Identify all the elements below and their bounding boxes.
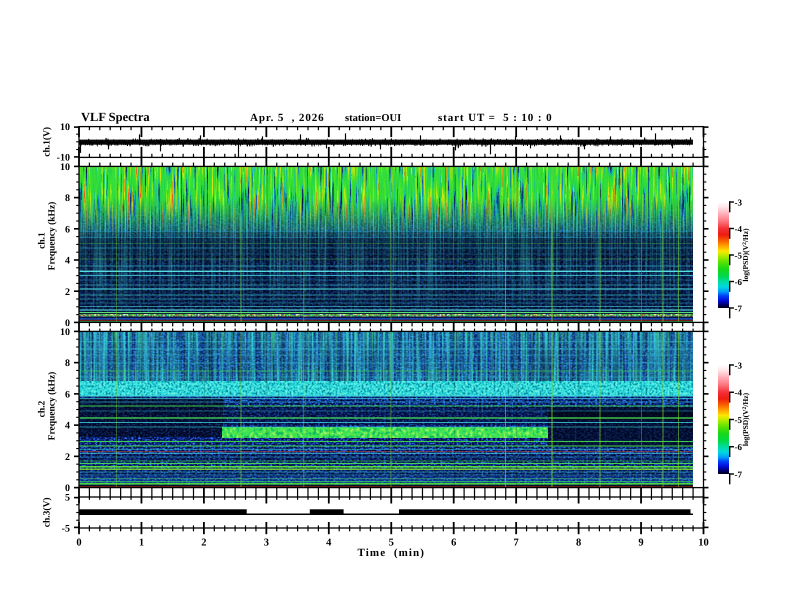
svg-text:-5: -5	[735, 250, 743, 260]
svg-text:log(PSD)(V2/Hz): log(PSD)(V2/Hz)	[741, 228, 750, 282]
svg-text:2: 2	[201, 538, 206, 549]
svg-text:Frequency (kHz): Frequency (kHz)	[48, 372, 58, 441]
svg-text:ch.3(V): ch.3(V)	[43, 497, 53, 527]
svg-text:-3: -3	[735, 360, 743, 370]
svg-text:5: 5	[65, 493, 70, 504]
svg-text:6: 6	[65, 389, 70, 400]
svg-text:8: 8	[576, 538, 581, 549]
svg-text:6: 6	[451, 538, 456, 549]
svg-text:4: 4	[65, 421, 70, 432]
svg-text:-5: -5	[62, 523, 70, 534]
svg-text:log(PSD)(V2/Hz): log(PSD)(V2/Hz)	[741, 392, 750, 446]
svg-text:station=OUI: station=OUI	[345, 113, 401, 124]
svg-text:-4: -4	[735, 388, 743, 398]
svg-text:-7: -7	[735, 469, 743, 479]
svg-text:0: 0	[65, 483, 70, 494]
svg-text:6: 6	[65, 224, 70, 235]
svg-text:5: 5	[389, 538, 394, 549]
svg-text:-5: -5	[735, 415, 743, 425]
svg-text:4: 4	[65, 256, 70, 267]
svg-text:-4: -4	[735, 224, 743, 234]
svg-text:-3: -3	[735, 197, 743, 207]
svg-text:Frequency (kHz): Frequency (kHz)	[48, 202, 58, 271]
svg-text:-6: -6	[735, 277, 743, 287]
svg-text:ch.2: ch.2	[38, 400, 48, 417]
svg-text:VLF Spectra: VLF Spectra	[81, 110, 150, 124]
svg-text:0: 0	[76, 538, 81, 549]
svg-text:ch.1: ch.1	[38, 232, 48, 249]
svg-text:-6: -6	[735, 442, 743, 452]
svg-text:start UT = 5 : 10 : 0: start UT = 5 : 10 : 0	[438, 112, 552, 124]
svg-text:9: 9	[638, 538, 643, 549]
svg-text:2: 2	[65, 287, 70, 298]
svg-text:8: 8	[65, 193, 70, 204]
svg-text:1: 1	[139, 538, 144, 549]
svg-text:10: 10	[60, 162, 70, 173]
svg-text:-10: -10	[57, 152, 70, 163]
svg-text:ch.1(V): ch.1(V)	[43, 127, 53, 157]
svg-text:8: 8	[65, 358, 70, 369]
svg-text:10: 10	[60, 327, 70, 338]
svg-text:10: 10	[60, 122, 70, 133]
svg-text:4: 4	[326, 538, 332, 549]
svg-text:-7: -7	[735, 303, 743, 313]
svg-text:3: 3	[264, 538, 269, 549]
svg-text:Apr. 5 , 2026: Apr. 5 , 2026	[250, 112, 325, 124]
svg-text:2: 2	[65, 452, 70, 463]
svg-text:7: 7	[514, 538, 519, 549]
svg-text:10: 10	[698, 538, 709, 549]
svg-text:Time (min): Time (min)	[358, 547, 426, 559]
svg-text:0: 0	[65, 318, 70, 329]
